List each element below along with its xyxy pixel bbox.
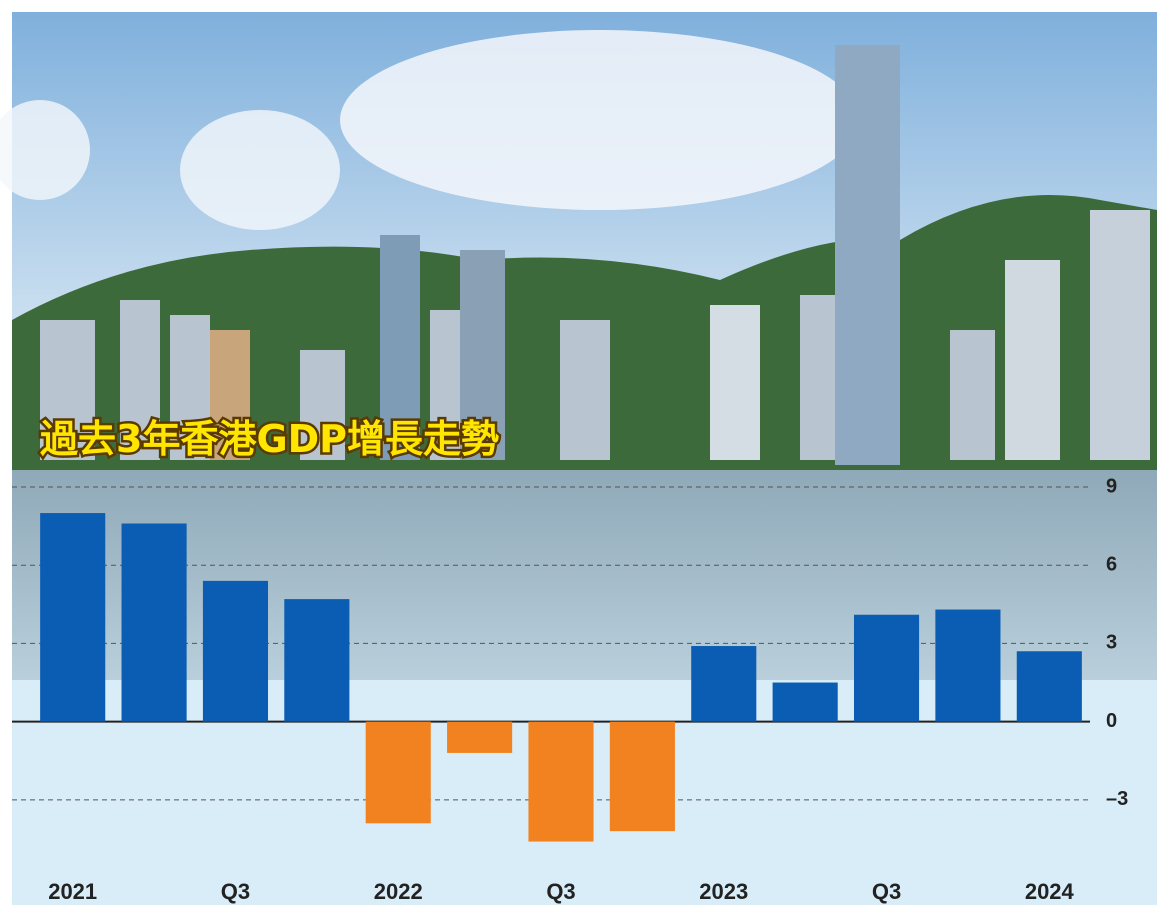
y-tick-label: 6 — [1106, 553, 1117, 575]
bar — [853, 614, 920, 722]
bar — [447, 721, 513, 753]
x-tick-label: 2024 — [1025, 879, 1075, 904]
bar — [935, 609, 1001, 722]
x-tick-label: 2021 — [48, 879, 97, 904]
x-tick-label: 2022 — [374, 879, 423, 904]
chart-title: 過去3年香港GDP增長走勢 — [40, 417, 499, 461]
bar — [365, 721, 431, 824]
x-tick-label: Q3 — [221, 879, 250, 904]
x-tick-label: Q3 — [872, 879, 901, 904]
y-tick-label: –3 — [1106, 788, 1128, 810]
y-tick-label: 3 — [1106, 632, 1117, 654]
x-tick-label: 2023 — [699, 879, 748, 904]
bar — [609, 721, 675, 832]
y-tick-label: 0 — [1106, 710, 1117, 732]
bar — [772, 682, 838, 722]
bar — [40, 513, 106, 722]
y-tick-label: 9 — [1106, 475, 1117, 497]
bar — [202, 580, 269, 722]
bar — [1016, 651, 1082, 722]
bar — [691, 646, 757, 722]
x-tick-label: Q3 — [546, 879, 575, 904]
bar — [121, 523, 187, 722]
bar — [284, 599, 350, 722]
bar — [528, 721, 594, 842]
